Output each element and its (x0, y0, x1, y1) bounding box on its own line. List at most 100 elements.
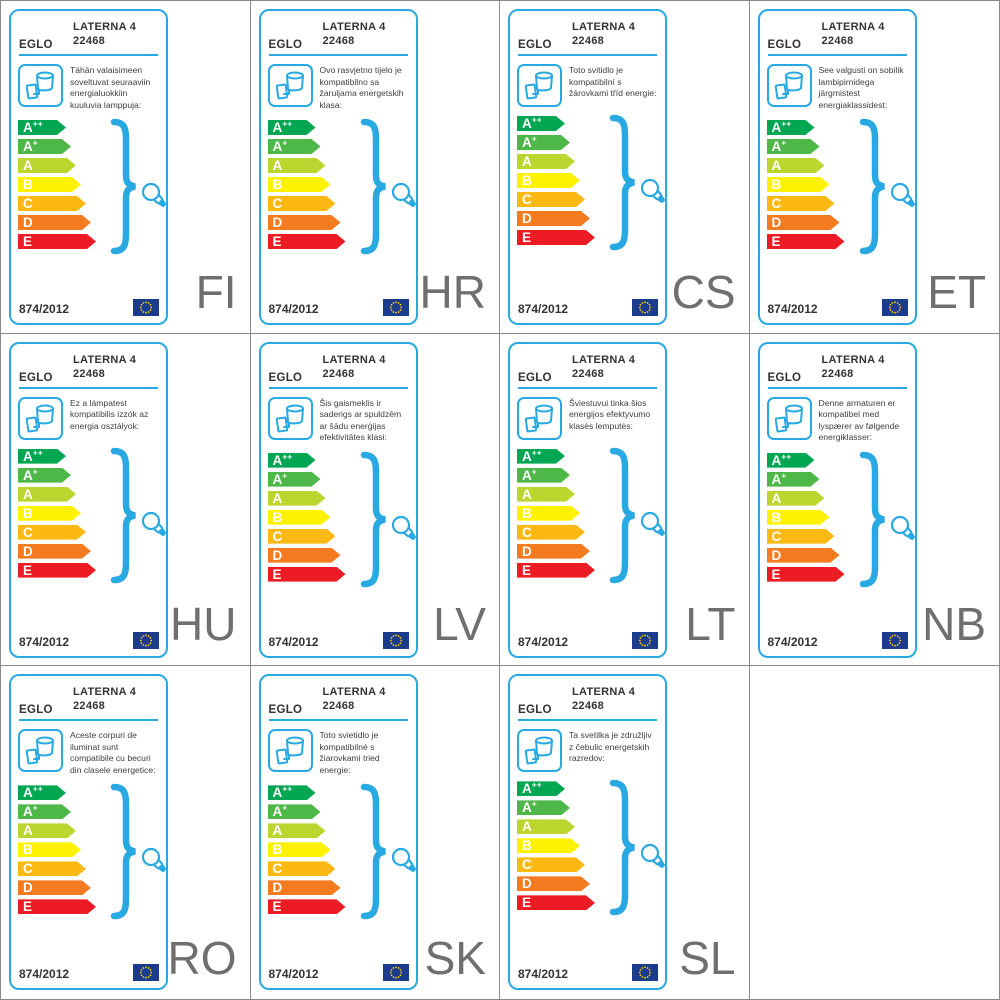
arrow-class-superscript: + (531, 466, 537, 477)
energy-class-arrow-C: C (268, 529, 336, 544)
arrow-class-letter: C (522, 524, 532, 540)
arrow-class-letter: B (522, 173, 532, 188)
light-bulb-icon (640, 511, 666, 537)
arrow-class-letter: A (771, 490, 782, 506)
energy-class-arrows: A++ A+ A B C D E (767, 120, 908, 249)
label-footer: 874/2012 (518, 299, 658, 316)
light-bulb-icon (391, 515, 416, 541)
arrow-class-letter: D (272, 547, 283, 563)
energy-class-arrow-A+: A+ (767, 139, 820, 154)
energy-class-arrow-A+: A+ (268, 472, 321, 487)
product-name: LATERNA 4 (73, 21, 137, 33)
arrow-class-superscript: + (781, 137, 787, 148)
arrow-class-superscript: ++ (32, 118, 43, 129)
wall-lamp-icon (524, 71, 553, 100)
energy-class-arrow-E: E (18, 234, 96, 249)
energy-class-arrows: A++ A+ A B C D E (18, 449, 159, 578)
arrow-class-superscript: ++ (32, 783, 43, 794)
arrow-class-superscript: ++ (282, 783, 293, 794)
arrow-class-letter: A (23, 467, 33, 483)
brace-and-bulb-icon (110, 784, 167, 920)
info-row: Ez a lámpatest kompatibilis izzók az ene… (18, 396, 159, 440)
info-row: Tähän valaisimeen soveltuvat seuraaviin … (18, 64, 159, 111)
arrow-class-letter: C (771, 528, 782, 544)
arrow-class-letter: E (522, 562, 532, 578)
label-cell: EGLO LATERNA 4 22468 Toto svitidlo je ko… (500, 1, 750, 334)
arrow-class-letter: A (771, 139, 782, 154)
curly-brace-icon (110, 447, 136, 583)
energy-class-arrow-E: E (767, 234, 845, 249)
arrow-class-letter: C (23, 861, 33, 877)
arrows-area: A++ A+ A B C D E (18, 783, 167, 920)
energy-class-arrows: A++ A+ A B C D E (517, 449, 658, 578)
energy-class-arrow-B: B (18, 177, 81, 192)
brand-text: EGLO (767, 39, 802, 51)
product-model: 22468 (821, 367, 854, 380)
energy-class-arrow-A+: A+ (517, 468, 570, 483)
arrow-class-superscript: ++ (32, 447, 43, 458)
arrow-class-letter: B (272, 177, 283, 192)
brand-text: EGLO (518, 39, 552, 51)
product-model: 22468 (73, 35, 106, 47)
label-footer: 874/2012 (19, 631, 159, 649)
energy-class-arrow-E: E (517, 563, 595, 578)
energy-class-arrows: A++ A+ A B C D E (517, 781, 658, 910)
energy-class-arrow-B: B (767, 177, 830, 192)
arrow-class-letter: A (272, 120, 283, 135)
curly-brace-icon (609, 114, 635, 251)
label-header: EGLO LATERNA 4 22468 (268, 682, 409, 719)
label-description: Aceste corpuri de iluminat sunt compatib… (70, 730, 156, 775)
arrow-class-superscript: + (531, 133, 537, 144)
energy-class-arrow-A++: A++ (767, 120, 815, 135)
energy-class-arrow-D: D (268, 548, 341, 563)
energy-class-arrow-D: D (767, 548, 840, 563)
energy-class-arrow-E: E (18, 563, 96, 578)
wall-lamp-icon (774, 71, 803, 100)
arrow-class-superscript: + (32, 466, 38, 477)
wall-lamp-icon (275, 736, 304, 765)
arrow-class-letter: E (272, 899, 282, 915)
product-block: LATERNA 4 22468 (572, 685, 635, 713)
arrow-class-letter: C (522, 857, 532, 873)
label-footer: 874/2012 (19, 964, 159, 982)
label-header: EGLO LATERNA 4 22468 (268, 350, 409, 387)
arrow-class-letter: A (23, 448, 33, 464)
wall-lamp-icon (25, 404, 54, 433)
label-description: Šviestuvui tinka šios energijos efektyvu… (569, 397, 651, 431)
regulation-number: 874/2012 (19, 634, 70, 649)
arrow-class-letter: A (272, 804, 283, 820)
arrow-class-letter: E (23, 899, 33, 915)
regulation-number: 874/2012 (767, 302, 818, 316)
energy-class-arrow-A+: A+ (767, 472, 820, 487)
arrow-class-letter: A (522, 154, 532, 169)
energy-class-arrow-C: C (517, 525, 585, 540)
product-block: LATERNA 4 22468 (572, 20, 635, 48)
energy-class-arrow-E: E (268, 234, 346, 249)
label-cell: EGLO LATERNA 4 22468 Ez a lámpatest komp… (1, 333, 251, 667)
energy-class-arrow-E: E (18, 899, 96, 914)
regulation-number: 874/2012 (268, 302, 319, 316)
energy-label: EGLO LATERNA 4 22468 See valgusti on sob… (757, 9, 917, 325)
arrow-class-letter: A (272, 158, 283, 173)
header-divider (518, 719, 657, 722)
language-code: NB (922, 598, 986, 651)
label-cell: EGLO LATERNA 4 22468 Toto svietidlo je k… (250, 666, 500, 999)
wall-lamp-icon-box (267, 729, 313, 773)
product-name: LATERNA 4 (73, 353, 137, 366)
brace-and-bulb-icon (859, 118, 915, 255)
language-code: FI (195, 265, 237, 318)
product-model: 22468 (73, 700, 106, 713)
light-bulb-icon (391, 848, 416, 873)
energy-class-arrow-C: C (517, 857, 585, 872)
energy-class-arrow-B: B (517, 838, 580, 853)
arrow-class-letter: C (23, 196, 33, 211)
info-row: Ovo rasvjetno tijelo je kompatibilno sa … (267, 64, 409, 111)
label-description: See valgusti on sobilik lambipirnidega j… (818, 65, 904, 110)
energy-class-arrow-A: A (517, 487, 575, 502)
arrow-class-letter: A (522, 800, 532, 816)
arrow-class-letter: A (23, 139, 33, 154)
regulation-number: 874/2012 (268, 634, 319, 649)
curly-brace-icon (859, 118, 885, 255)
header-divider (19, 719, 158, 722)
arrow-class-letter: D (771, 547, 782, 563)
